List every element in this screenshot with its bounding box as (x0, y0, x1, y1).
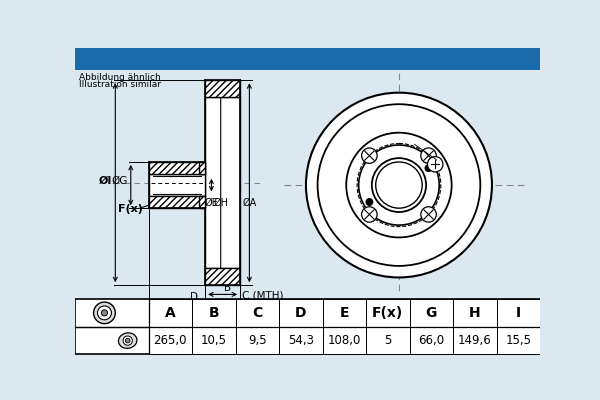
Bar (410, 299, 453, 327)
Text: 149,6: 149,6 (458, 334, 491, 347)
Bar (149, 196, 205, 208)
Circle shape (346, 133, 452, 238)
Circle shape (366, 198, 373, 206)
Bar (199, 196, 205, 208)
Bar (323, 327, 366, 354)
Text: 10,5: 10,5 (201, 334, 227, 347)
Bar (149, 327, 192, 354)
Circle shape (421, 207, 436, 222)
Text: F(x): F(x) (372, 306, 403, 320)
Bar (279, 327, 323, 354)
Text: C: C (252, 306, 262, 320)
Text: D: D (295, 306, 307, 320)
Bar (497, 299, 540, 327)
Text: B: B (224, 283, 232, 293)
Circle shape (425, 165, 432, 172)
Text: D: D (190, 292, 199, 302)
Text: A: A (165, 306, 176, 320)
Bar (75, 299, 540, 354)
Text: 5: 5 (384, 334, 391, 347)
Text: Ø105: Ø105 (388, 189, 418, 199)
Bar (192, 327, 236, 354)
Text: ØA: ØA (242, 198, 257, 208)
Bar (323, 299, 366, 327)
Circle shape (97, 306, 112, 320)
Ellipse shape (118, 333, 137, 348)
Text: 265,0: 265,0 (154, 334, 187, 347)
Bar (453, 327, 497, 354)
Bar (205, 97, 240, 268)
Circle shape (101, 310, 107, 316)
Bar (205, 80, 240, 97)
Text: 411151: 411151 (340, 50, 415, 68)
Bar (149, 299, 192, 327)
Bar (366, 327, 410, 354)
Text: ØI: ØI (99, 176, 112, 186)
Bar (236, 327, 279, 354)
Text: B: B (209, 306, 219, 320)
Text: 2x: 2x (402, 147, 414, 157)
Text: Illustration similar: Illustration similar (79, 80, 161, 88)
Text: ØG: ØG (112, 176, 128, 186)
Bar (236, 299, 279, 327)
Bar (149, 162, 205, 174)
Bar (199, 162, 205, 174)
Bar (410, 327, 453, 354)
Bar (149, 174, 205, 196)
Text: Abbildung ähnlich: Abbildung ähnlich (79, 73, 161, 82)
Text: F(x): F(x) (118, 204, 143, 214)
Text: ØE: ØE (205, 198, 218, 208)
Circle shape (125, 338, 130, 343)
Text: ØH: ØH (213, 198, 228, 208)
Text: Ø8,4: Ø8,4 (416, 138, 439, 148)
Bar (279, 299, 323, 327)
Text: 108,0: 108,0 (328, 334, 361, 347)
Bar (497, 327, 540, 354)
Circle shape (427, 156, 443, 172)
Text: 15,5: 15,5 (505, 334, 531, 347)
Text: 54,3: 54,3 (288, 334, 314, 347)
Bar (75, 48, 540, 70)
Text: H: H (469, 306, 481, 320)
Bar (453, 299, 497, 327)
Bar (366, 299, 410, 327)
Text: 24.0111-0151.1: 24.0111-0151.1 (147, 50, 305, 68)
Circle shape (94, 302, 115, 324)
Circle shape (359, 145, 439, 225)
Text: 9,5: 9,5 (248, 334, 266, 347)
Text: C (MTH): C (MTH) (242, 290, 284, 300)
Circle shape (376, 162, 422, 208)
Bar (192, 299, 236, 327)
Circle shape (306, 93, 492, 278)
Circle shape (372, 158, 426, 212)
Bar (205, 268, 240, 285)
Text: E: E (340, 306, 349, 320)
Circle shape (362, 148, 377, 163)
Text: 66,0: 66,0 (418, 334, 445, 347)
Text: G: G (425, 306, 437, 320)
Circle shape (317, 104, 481, 266)
Circle shape (123, 336, 133, 345)
Text: I: I (515, 306, 521, 320)
Circle shape (362, 207, 377, 222)
Circle shape (421, 148, 436, 163)
